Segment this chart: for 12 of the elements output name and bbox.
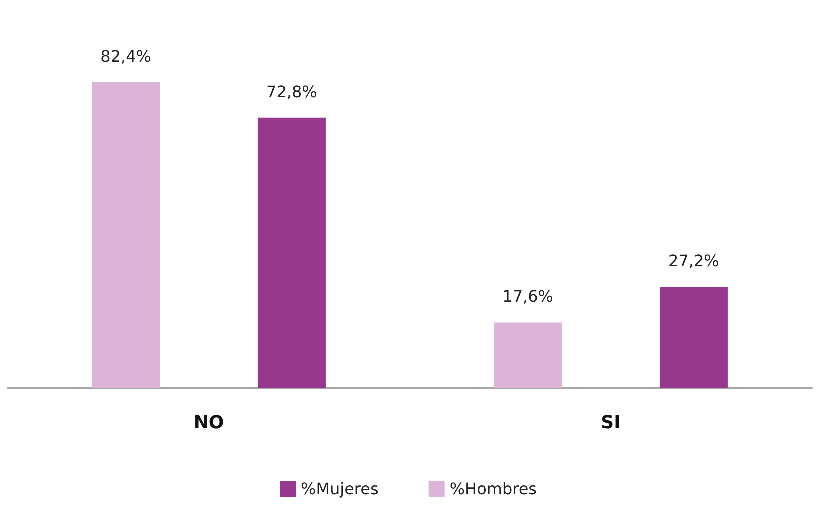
bar [494, 322, 562, 388]
bar [660, 287, 728, 388]
data-label: 72,8% [266, 82, 318, 102]
data-label: 82,4% [100, 46, 152, 66]
x-tick-label: NO [194, 412, 224, 434]
bar [258, 118, 326, 388]
bar [92, 82, 160, 388]
legend-label: %Mujeres [300, 480, 379, 498]
data-label: 27,2% [668, 252, 720, 271]
legend-label: %Hombres [450, 480, 538, 498]
x-tick-label: SI [601, 412, 621, 434]
data-label: 17,6% [502, 287, 554, 306]
